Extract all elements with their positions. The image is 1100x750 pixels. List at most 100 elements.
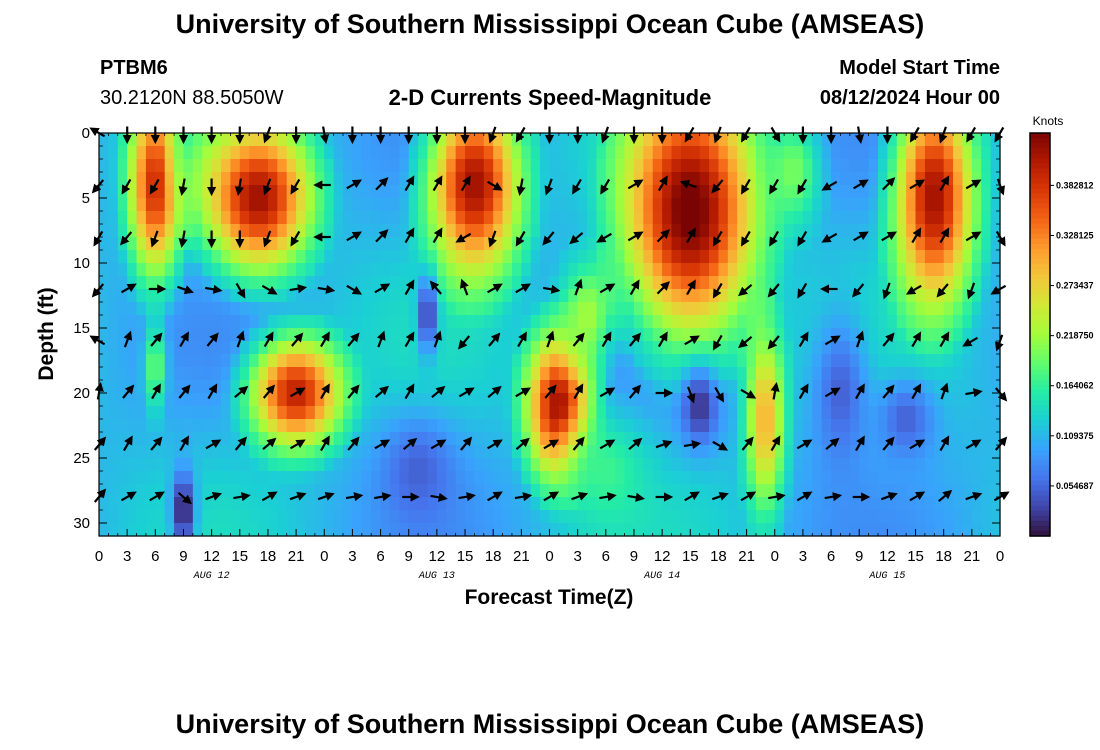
current-vector-arrow [374,439,391,450]
heatmap-cell [211,133,222,147]
heatmap-cell [587,211,598,225]
heatmap-cell [971,133,982,147]
heatmap-cell [812,419,823,433]
heatmap-cell [915,133,926,147]
heatmap-cell [577,445,588,459]
heatmap-cell [587,133,598,147]
heatmap-cell [840,341,851,355]
heatmap-cell [296,445,307,459]
heatmap-cell [380,237,391,251]
heatmap-cell [709,406,720,420]
heatmap-cell [314,380,325,394]
current-vector-arrow [178,178,188,196]
heatmap-cell [615,367,626,381]
heatmap-cell [915,185,926,199]
heatmap-cell [943,523,954,537]
heatmap-cell [286,276,297,290]
heatmap-cell [990,159,1001,173]
heatmap-cell [605,341,616,355]
heatmap-cell [821,302,832,316]
current-vector-arrow [458,387,475,398]
heatmap-cell [859,354,870,368]
heatmap-cell [408,484,419,498]
colorbar-units: Knots [1033,114,1064,128]
heatmap-cell [277,497,288,511]
heatmap-cell [399,523,410,537]
heatmap-cell [230,471,241,485]
heatmap-cell [286,263,297,277]
heatmap-cell [192,185,203,199]
heatmap-cell [239,198,250,212]
heatmap-cell [718,276,729,290]
heatmap-cell [136,445,147,459]
current-vector-arrow [824,492,843,502]
heatmap-cell [352,315,363,329]
heatmap-cell [962,276,973,290]
heatmap-cell [211,198,222,212]
current-vector-arrow [517,331,527,348]
heatmap-cell [934,445,945,459]
heatmap-cell [211,185,222,199]
heatmap-cell [840,315,851,329]
heatmap-cell [286,406,297,420]
heatmap-cell [953,302,964,316]
heatmap-cell [662,367,673,381]
heatmap-cell [108,289,119,303]
heatmap-cell [408,354,419,368]
heatmap-cell [521,354,532,368]
current-vector-arrow [679,180,697,189]
heatmap-cell [859,133,870,147]
current-vector-arrow [487,180,503,191]
heatmap-cell [530,185,541,199]
heatmap-cell [99,497,109,511]
heatmap-cell [943,133,954,147]
colorbar-segment [1030,243,1050,250]
heatmap-cell [662,458,673,472]
heatmap-cell [774,224,785,238]
heatmap-cell [934,237,945,251]
heatmap-cell [145,406,156,420]
heatmap-cell [267,146,278,160]
heatmap-cell [361,276,372,290]
heatmap-cell [436,159,447,173]
current-vector-arrow [911,227,922,244]
heatmap-cell [755,328,766,342]
heatmap-cell [277,393,288,407]
colorbar-segment [1030,384,1050,391]
heatmap-cell [221,419,231,433]
heatmap-cell [155,237,166,251]
heatmap-cell [164,146,175,160]
heatmap-cell [136,276,147,290]
heatmap-cell [934,341,945,355]
heatmap-cell [408,497,419,511]
heatmap-cell [624,393,635,407]
heatmap-cell [305,497,316,511]
heatmap-cell [953,172,964,186]
heatmap-cell [155,250,166,264]
heatmap-cell [221,237,231,251]
heatmap-cell [117,263,128,277]
heatmap-cell [671,315,682,329]
current-vector-arrow [431,385,446,399]
heatmap-cell [145,146,156,160]
heatmap-cell [521,406,532,420]
heatmap-cell [502,523,513,537]
heatmap-cell [624,250,635,264]
current-vector-arrow [821,232,838,243]
heatmap-cell [511,497,522,511]
heatmap-cell [221,510,231,524]
heatmap-cell [587,354,598,368]
colorbar-segment [1030,445,1050,451]
heatmap-cell [202,484,213,498]
x-tick-label: 6 [151,548,159,565]
heatmap-cell [699,523,710,537]
current-vector-arrow [712,282,723,299]
heatmap-cell [361,250,372,264]
heatmap-cell [943,263,954,277]
heatmap-cell [737,380,748,394]
heatmap-cell [361,445,372,459]
heatmap-cell [145,432,156,446]
heatmap-cell [746,510,757,524]
heatmap-cell [774,302,785,316]
heatmap-cell [221,471,231,485]
